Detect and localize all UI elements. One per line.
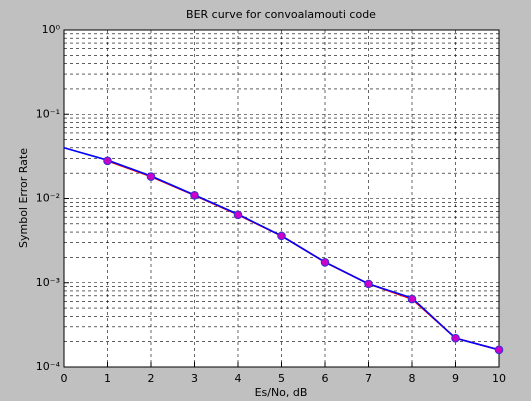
data-point [407, 294, 417, 304]
chart-title: BER curve for convoalamouti code [186, 8, 376, 21]
data-point [451, 333, 460, 343]
y-axis-label: Symbol Error Rate [17, 148, 30, 248]
data-point [364, 279, 373, 289]
axes-box [63, 29, 500, 368]
y-tick-label: 10⁻³ [36, 276, 60, 289]
data-point [233, 210, 243, 220]
x-tick-label: 5 [278, 372, 285, 385]
y-tick-label: 10⁻² [36, 192, 60, 205]
y-tick-label: 10⁻⁴ [36, 360, 61, 373]
x-tick-label: 7 [365, 372, 372, 385]
x-tick-label: 4 [235, 372, 242, 385]
x-tick-label: 2 [148, 372, 155, 385]
x-tick-label: 1 [104, 372, 111, 385]
x-tick-label: 9 [452, 372, 459, 385]
data-point [103, 156, 112, 166]
x-axis-label: Es/No, dB [255, 386, 308, 399]
x-tick-label: 10 [492, 372, 506, 385]
data-point [494, 345, 504, 355]
data-point [320, 257, 330, 267]
data-point [277, 231, 286, 241]
x-tick-label: 6 [322, 372, 329, 385]
x-tick-label: 3 [191, 372, 198, 385]
data-point [146, 172, 156, 181]
data-point [190, 191, 199, 200]
x-tick-label: 8 [409, 372, 416, 385]
x-tick-label: 0 [61, 372, 68, 385]
y-tick-label: 10⁻¹ [36, 107, 60, 120]
y-tick-label: 10⁰ [42, 23, 61, 36]
